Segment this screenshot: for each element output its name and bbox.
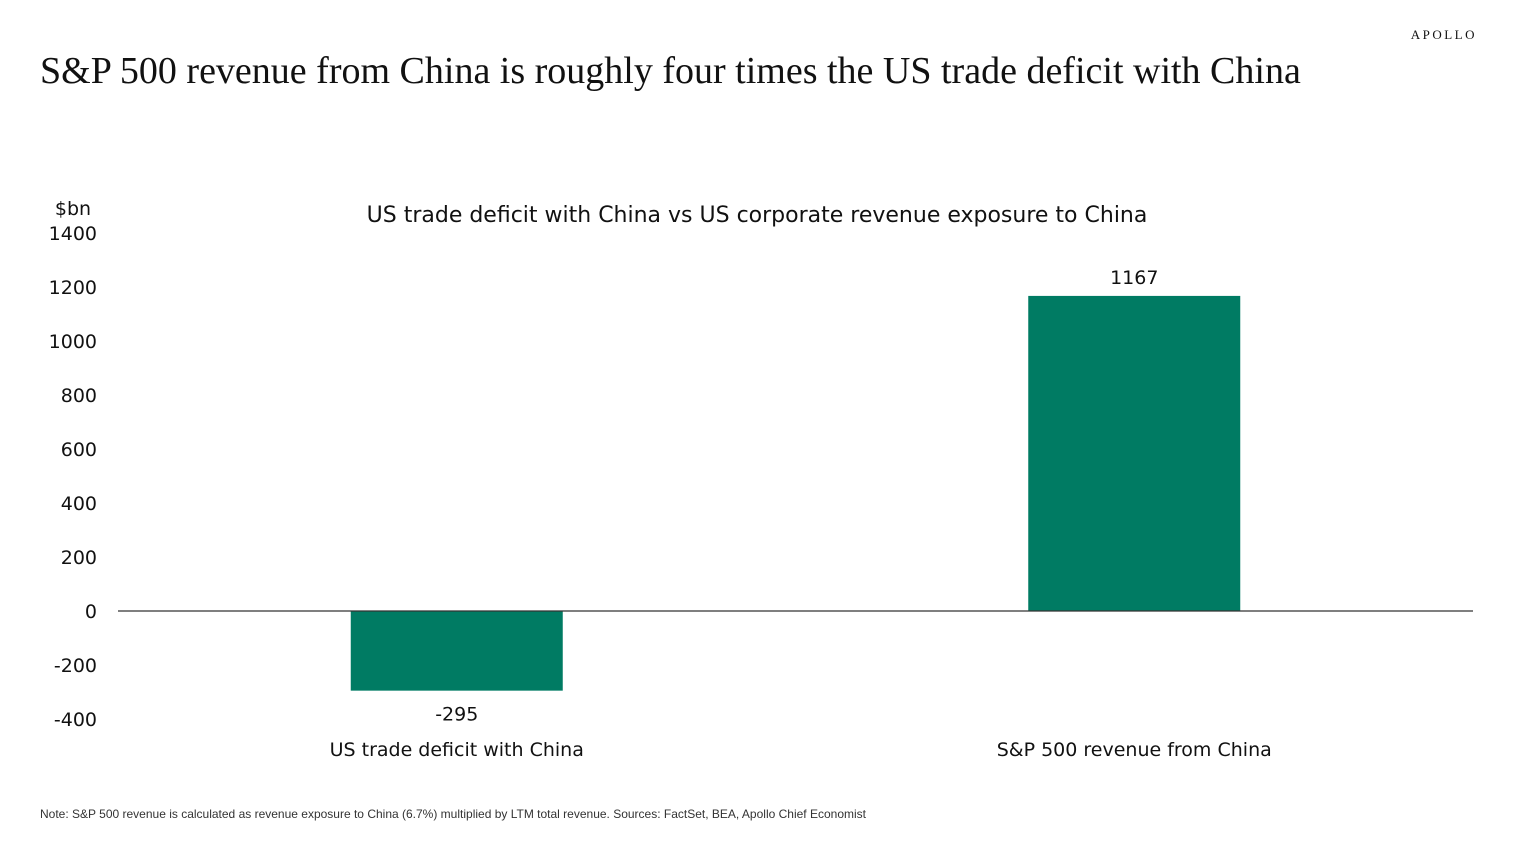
y-tick-label: 1400: [49, 223, 97, 245]
y-tick-label: 0: [85, 601, 97, 623]
data-labels: -295 1167: [435, 267, 1158, 726]
y-tick-label: 800: [61, 385, 97, 407]
y-axis-unit-label: $bn: [55, 198, 91, 220]
data-label: -295: [435, 704, 478, 726]
x-axis-labels: US trade deficit with China S&P 500 reven…: [330, 739, 1272, 761]
y-tick-label: 400: [61, 493, 97, 515]
y-tick-label: 1000: [49, 331, 97, 353]
bars: [350, 295, 1241, 691]
y-tick-label: -200: [54, 655, 97, 677]
footnote: Note: S&P 500 revenue is calculated as r…: [40, 807, 866, 821]
bar: [1028, 295, 1241, 611]
y-axis-ticks: -400 -200 0 200 400 600 800 1000 1200 1400: [49, 223, 97, 731]
chart-title: US trade deficit with China vs US corpor…: [367, 203, 1148, 228]
bar: [350, 611, 563, 691]
y-tick-label: 1200: [49, 277, 97, 299]
x-category-label: S&P 500 revenue from China: [997, 739, 1272, 761]
y-tick-label: -400: [54, 709, 97, 731]
x-category-label: US trade deficit with China: [330, 739, 584, 761]
brand-logo: APOLLO: [1410, 27, 1477, 42]
data-label: 1167: [1110, 267, 1158, 289]
y-tick-label: 600: [61, 439, 97, 461]
y-tick-label: 200: [61, 547, 97, 569]
page-title: S&P 500 revenue from China is roughly fo…: [40, 50, 1301, 92]
